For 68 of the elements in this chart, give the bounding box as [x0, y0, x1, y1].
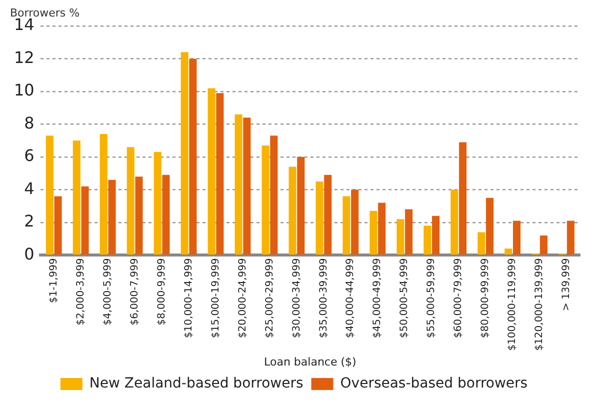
bar	[54, 196, 62, 255]
x-tick-label: $25,000-29,999	[264, 258, 276, 338]
x-tick-label: $50,000-54,999	[399, 258, 410, 338]
x-tick-label: > 139,999	[561, 258, 572, 312]
bar	[316, 181, 324, 255]
bar	[243, 118, 251, 255]
x-tick-label: $45,000-49,999	[372, 258, 384, 338]
bar	[72, 140, 80, 255]
bar	[126, 147, 134, 255]
x-tick-label: $60,000-79,999	[453, 258, 464, 338]
bar	[351, 190, 359, 255]
bar	[81, 186, 89, 255]
x-tick-label: $30,000-34,999	[291, 258, 302, 338]
bar	[234, 114, 242, 255]
bar	[512, 220, 520, 255]
bar	[208, 88, 216, 255]
bar	[108, 180, 116, 255]
legend-label: Overseas-based borrowers	[340, 376, 528, 392]
bar	[180, 52, 188, 255]
bar	[288, 166, 296, 255]
bar	[450, 190, 458, 255]
x-tick-label: $55,000-59,999	[426, 258, 438, 338]
y-tick-label: 2	[24, 212, 34, 231]
y-tick-label: 6	[24, 146, 34, 166]
x-tick-label: $35,000-39,999	[318, 258, 330, 338]
x-tick-label: $15,000-19,999	[210, 258, 222, 338]
bar	[459, 142, 467, 255]
bar	[189, 58, 197, 255]
bar	[424, 226, 432, 255]
legend-label: New Zealand-based borrowers	[89, 376, 304, 392]
bar	[504, 248, 512, 255]
bar	[478, 232, 486, 255]
x-tick-label: $10,000-14,999	[183, 258, 194, 338]
x-tick-label: $100,000-119,999	[507, 258, 518, 351]
x-tick-label: $120,000-139,999	[534, 258, 546, 351]
bar	[432, 216, 440, 255]
bar	[370, 210, 378, 255]
x-tick-label: $40,000-44,999	[345, 258, 356, 338]
bar	[100, 134, 108, 255]
x-tick-label: $20,000-24,999	[237, 258, 248, 338]
x-tick-label: $2,000-3,999	[75, 258, 86, 326]
bar	[154, 152, 162, 255]
x-tick-label: $6,000-7,999	[129, 258, 140, 326]
bar	[405, 209, 413, 255]
x-tick-label: $8,000-9,999	[156, 258, 168, 326]
bar	[135, 176, 143, 255]
bar	[540, 235, 548, 255]
y-tick-label: 4	[24, 178, 34, 198]
bar	[297, 156, 305, 255]
x-axis-title: Loan balance ($)	[264, 355, 356, 368]
x-tick-label: $80,000-99,999	[480, 258, 492, 338]
bar	[486, 198, 494, 255]
bar	[566, 220, 574, 255]
x-tick-label: $1-1,999	[48, 258, 60, 304]
y-tick-label: 0	[24, 244, 34, 264]
bar	[216, 93, 224, 255]
bar	[270, 136, 278, 255]
bar	[396, 219, 404, 255]
bar	[342, 196, 350, 255]
x-tick-label: $4,000-5,999	[102, 258, 114, 326]
bar	[46, 136, 54, 255]
bar	[324, 174, 332, 255]
y-tick-label: 8	[24, 113, 34, 132]
bar	[262, 145, 270, 255]
bar	[162, 174, 170, 255]
bar	[378, 202, 386, 255]
y-tick-label: 12	[14, 48, 34, 67]
y-tick-label: 10	[14, 80, 34, 100]
